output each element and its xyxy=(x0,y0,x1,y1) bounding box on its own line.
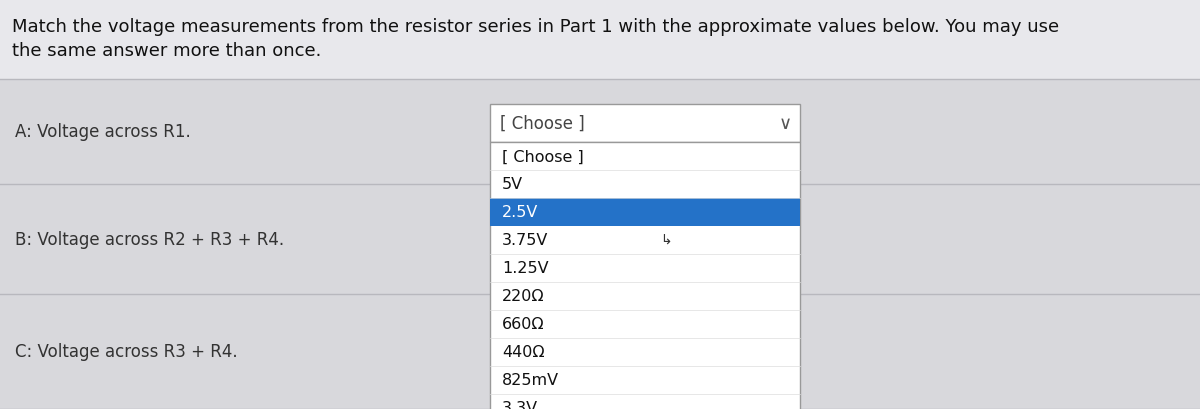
Text: 825mV: 825mV xyxy=(502,373,559,388)
Bar xyxy=(490,198,800,227)
Text: 440Ω: 440Ω xyxy=(502,345,545,360)
Bar xyxy=(490,143,800,409)
Text: 3.3V: 3.3V xyxy=(502,400,538,409)
Bar xyxy=(0,294,1200,409)
Text: 1.25V: 1.25V xyxy=(502,261,548,276)
Bar xyxy=(0,0,1200,80)
Text: ↳: ↳ xyxy=(660,234,672,247)
Text: [ Choose ]: [ Choose ] xyxy=(500,115,584,133)
Text: the same answer more than once.: the same answer more than once. xyxy=(12,42,322,60)
Text: 5V: 5V xyxy=(502,177,523,192)
Bar xyxy=(0,80,1200,184)
Text: Match the voltage measurements from the resistor series in Part 1 with the appro: Match the voltage measurements from the … xyxy=(12,18,1060,36)
Text: B: Voltage across R2 + R3 + R4.: B: Voltage across R2 + R3 + R4. xyxy=(14,230,284,248)
Text: 3.75V: 3.75V xyxy=(502,233,548,248)
Bar xyxy=(0,184,1200,294)
Text: C: Voltage across R3 + R4.: C: Voltage across R3 + R4. xyxy=(14,342,238,360)
Text: [ Choose ]: [ Choose ] xyxy=(502,149,583,164)
Text: ∨: ∨ xyxy=(779,115,792,133)
Bar xyxy=(490,105,800,143)
Text: 660Ω: 660Ω xyxy=(502,317,545,332)
Text: 220Ω: 220Ω xyxy=(502,289,545,304)
Text: A: Voltage across R1.: A: Voltage across R1. xyxy=(14,123,191,141)
Text: 2.5V: 2.5V xyxy=(502,205,539,220)
